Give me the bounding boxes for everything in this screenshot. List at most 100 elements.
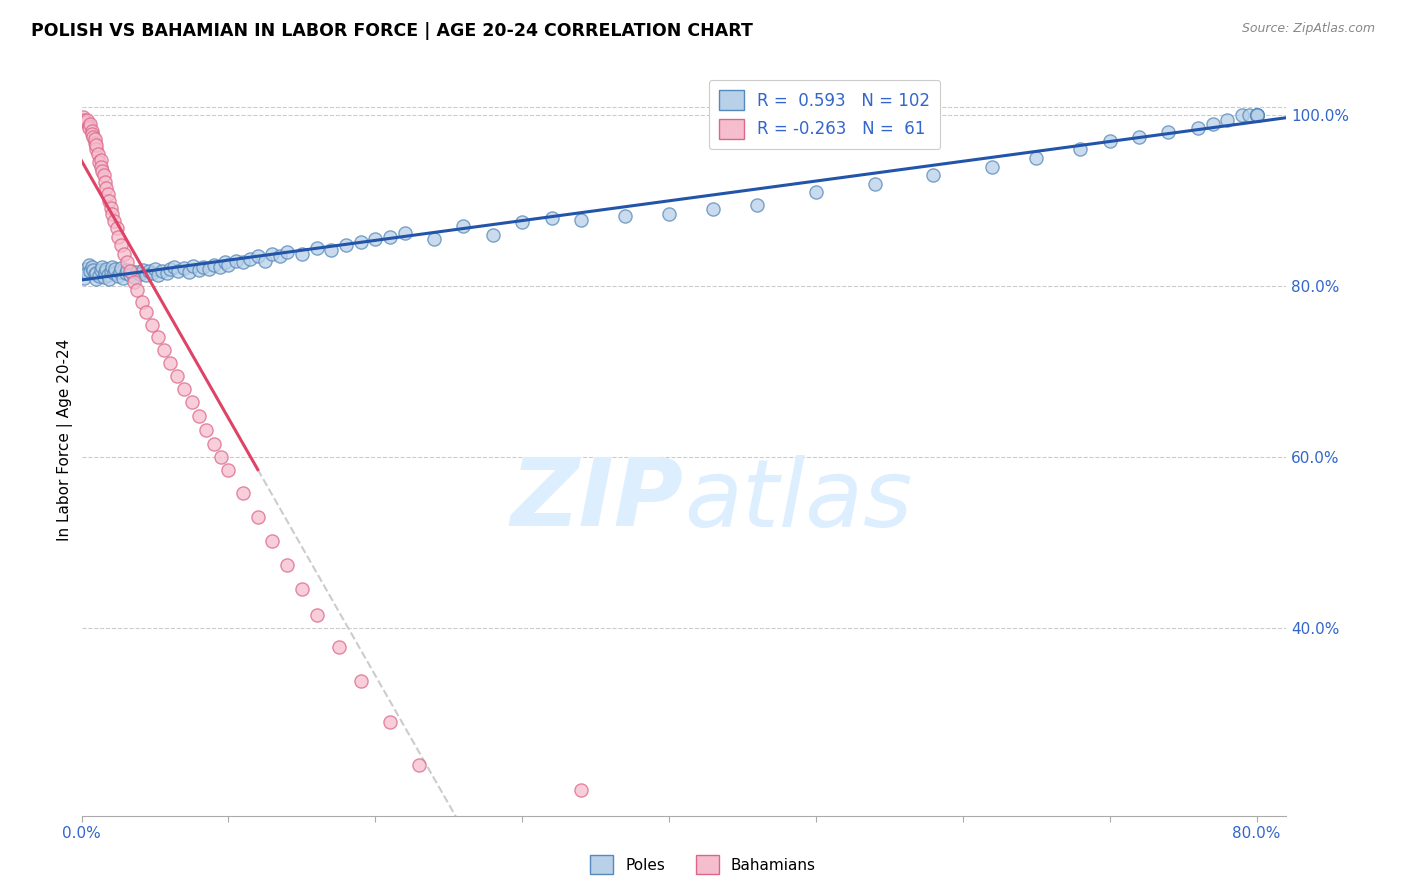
Point — [394, 226, 416, 240]
Point — [97, 186, 120, 201]
Point — [111, 270, 134, 285]
Point — [193, 260, 215, 274]
Point — [481, 227, 503, 242]
Point — [747, 198, 769, 212]
Point — [1239, 108, 1261, 122]
Point — [328, 640, 350, 654]
Point — [90, 263, 112, 277]
Legend: R =  0.593   N = 102, R = -0.263   N =  61: R = 0.593 N = 102, R = -0.263 N = 61 — [709, 80, 941, 149]
Point — [103, 214, 125, 228]
Point — [107, 268, 129, 283]
Point — [1069, 143, 1091, 157]
Point — [1246, 108, 1268, 122]
Point — [80, 127, 103, 141]
Point — [150, 264, 173, 278]
Point — [863, 177, 886, 191]
Point — [124, 269, 146, 284]
Point — [922, 168, 945, 182]
Point — [254, 253, 277, 268]
Point — [80, 124, 103, 138]
Point — [141, 266, 163, 280]
Point — [217, 463, 239, 477]
Point — [202, 258, 225, 272]
Text: ZIP: ZIP — [510, 454, 683, 546]
Point — [104, 262, 127, 277]
Point — [1128, 129, 1150, 144]
Point — [89, 155, 111, 169]
Point — [112, 246, 135, 260]
Point — [141, 318, 163, 332]
Point — [188, 409, 211, 423]
Point — [98, 194, 121, 208]
Point — [84, 266, 107, 280]
Point — [423, 232, 446, 246]
Point — [305, 608, 328, 623]
Point — [321, 244, 343, 258]
Point — [135, 268, 157, 282]
Text: Source: ZipAtlas.com: Source: ZipAtlas.com — [1241, 22, 1375, 36]
Point — [209, 450, 232, 464]
Point — [115, 263, 138, 277]
Point — [569, 783, 592, 797]
Point — [82, 129, 104, 144]
Point — [198, 262, 221, 277]
Point — [79, 117, 101, 131]
Point — [152, 343, 174, 358]
Point — [82, 263, 104, 277]
Point — [97, 268, 120, 282]
Point — [76, 266, 98, 280]
Point — [77, 258, 100, 272]
Point — [80, 260, 103, 275]
Point — [239, 252, 262, 266]
Point — [108, 265, 131, 279]
Point — [90, 160, 112, 174]
Point — [83, 136, 105, 150]
Point — [1246, 108, 1268, 122]
Point — [291, 582, 314, 597]
Point — [73, 270, 96, 285]
Point — [232, 486, 254, 500]
Point — [1230, 108, 1253, 122]
Point — [159, 356, 181, 370]
Point — [118, 268, 141, 282]
Point — [75, 262, 97, 277]
Point — [349, 673, 371, 688]
Point — [166, 368, 188, 383]
Point — [177, 265, 200, 279]
Point — [217, 258, 239, 272]
Point — [262, 246, 284, 260]
Point — [276, 558, 298, 572]
Point — [163, 260, 186, 275]
Text: POLISH VS BAHAMIAN IN LABOR FORCE | AGE 20-24 CORRELATION CHART: POLISH VS BAHAMIAN IN LABOR FORCE | AGE … — [31, 22, 752, 40]
Point — [96, 181, 118, 195]
Point — [408, 757, 430, 772]
Point — [225, 253, 247, 268]
Point — [75, 115, 97, 129]
Point — [146, 330, 169, 344]
Point — [127, 265, 149, 279]
Point — [93, 168, 115, 182]
Point — [1246, 108, 1268, 122]
Point — [1246, 108, 1268, 122]
Point — [1187, 121, 1209, 136]
Point — [614, 209, 637, 223]
Point — [132, 263, 155, 277]
Point — [1246, 108, 1268, 122]
Point — [115, 255, 138, 269]
Point — [1157, 125, 1180, 139]
Point — [1025, 151, 1047, 165]
Point — [100, 201, 122, 215]
Legend: Poles, Bahamians: Poles, Bahamians — [583, 849, 823, 880]
Point — [167, 264, 190, 278]
Point — [195, 423, 218, 437]
Point — [305, 241, 328, 255]
Point — [540, 211, 562, 225]
Point — [91, 164, 114, 178]
Point — [188, 263, 211, 277]
Y-axis label: In Labor Force | Age 20-24: In Labor Force | Age 20-24 — [58, 339, 73, 541]
Point — [208, 260, 231, 275]
Point — [1246, 108, 1268, 122]
Point — [143, 262, 166, 277]
Point — [84, 138, 107, 153]
Point — [101, 207, 124, 221]
